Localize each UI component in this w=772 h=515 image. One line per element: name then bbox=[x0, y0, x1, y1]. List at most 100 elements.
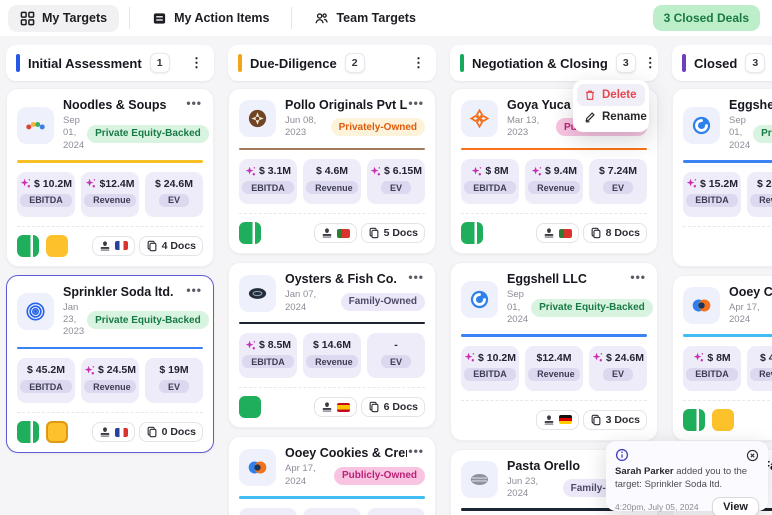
card-date: Mar 13, 2023 bbox=[507, 115, 540, 139]
card-menu-button[interactable]: ••• bbox=[630, 270, 646, 285]
metric-value: $ 45.2M bbox=[27, 364, 65, 377]
target-card[interactable]: Goya Yuca Pretzel ••• Mar 13, 2023 Publi… bbox=[450, 88, 658, 255]
metric-chip: $ 4.6M Revenue bbox=[303, 159, 361, 205]
metric-chip: $ 3.1M EBITDA bbox=[239, 507, 297, 515]
yellow-folder-icon bbox=[46, 421, 68, 444]
metric-chip: $ 24.6M EV bbox=[589, 345, 647, 391]
metrics-row: $ 15.2M EBITDA $ 24.5M Revenue EV bbox=[683, 171, 772, 217]
docs-pill[interactable]: 3 Docs bbox=[582, 409, 647, 430]
column-accent-bar bbox=[460, 54, 464, 72]
flag-fr-icon bbox=[114, 427, 128, 437]
card-menu-button[interactable]: ••• bbox=[408, 270, 424, 285]
stamp-icon bbox=[321, 401, 333, 413]
target-card[interactable]: Pollo Originals Pvt Ltd ••• Jun 08, 2023… bbox=[228, 88, 436, 255]
card-divider bbox=[239, 321, 425, 325]
metric-chip: $ 45.2M EBITDA bbox=[17, 358, 75, 404]
flag-pt-icon bbox=[558, 228, 572, 238]
metric-label: EV bbox=[158, 193, 189, 207]
column-menu-button[interactable]: ⋮ bbox=[190, 55, 204, 70]
menu-item-rename[interactable]: Rename bbox=[577, 106, 647, 128]
metric-label: EBITDA bbox=[242, 181, 294, 195]
target-card[interactable]: Ooey Cookies & Creme ••• Apr 17, 2024 $ … bbox=[672, 274, 772, 441]
documents-icon bbox=[146, 240, 158, 252]
target-card[interactable]: Noodles & Soups ••• Sep 01, 2024 Private… bbox=[6, 88, 214, 267]
card-footer: 4 Docs bbox=[17, 225, 203, 257]
card-date: Apr 17, 2024 bbox=[729, 301, 760, 325]
column-title: Closed bbox=[694, 55, 738, 71]
metrics-row: $ 8M EBITDA $ 9.4M Revenue $ 7.24M EV bbox=[461, 159, 647, 205]
toast-message: Sarah Parker added you to the target: Sp… bbox=[615, 466, 759, 492]
card-footer: 8 Docs bbox=[461, 213, 647, 245]
column-count-badge: 3 bbox=[615, 53, 636, 73]
owner-stamp-pill[interactable] bbox=[91, 235, 135, 256]
metric-chip: $12.4M Revenue bbox=[81, 171, 139, 217]
metric-value: $ 10.2M bbox=[463, 352, 517, 364]
metric-value: $ 14.6M bbox=[313, 339, 351, 352]
ownership-badge: Private Equity-Backed bbox=[753, 124, 772, 143]
column-1: Due-Diligence 2 ⋮ Pollo Originals Pvt Lt… bbox=[228, 45, 436, 515]
metric-chip: $ 24.5M Revenue bbox=[747, 171, 772, 217]
owner-stamp-pill[interactable] bbox=[91, 422, 135, 443]
tab-my-action-items[interactable]: My Action Items bbox=[140, 5, 281, 32]
docs-pill[interactable]: 4 Docs bbox=[138, 235, 203, 256]
docs-pill[interactable]: 0 Docs bbox=[138, 422, 203, 443]
sparkle-icon bbox=[20, 178, 31, 189]
docs-pill[interactable]: 8 Docs bbox=[582, 223, 647, 244]
card-divider bbox=[461, 147, 647, 151]
target-card[interactable]: Ooey Cookies & Creme ••• Apr 17, 2024 Pu… bbox=[228, 436, 436, 515]
card-date: Apr 17, 2024 bbox=[285, 463, 316, 487]
menu-item-delete[interactable]: Delete bbox=[577, 84, 645, 106]
close-icon[interactable] bbox=[746, 449, 759, 462]
metric-value: $ 4.6M bbox=[759, 351, 772, 364]
metric-value: $ 24.5M bbox=[83, 364, 137, 376]
metrics-row: $ 8.5M EBITDA $ 14.6M Revenue - EV bbox=[239, 333, 425, 379]
metric-value: $12.4M bbox=[536, 351, 572, 364]
metric-label: EBITDA bbox=[686, 193, 738, 207]
metric-chip: $ 10.2M EBITDA bbox=[461, 345, 519, 391]
card-title: Pasta Orello bbox=[507, 458, 580, 473]
metric-chip: $ 7.24M EV bbox=[589, 159, 647, 205]
metric-label: Revenue bbox=[750, 367, 772, 381]
target-card[interactable]: Eggshell LLC ••• Sep 01, 2024 Private Eq… bbox=[450, 262, 658, 441]
tag-icons bbox=[17, 421, 68, 444]
metric-chip: $12.4M Revenue bbox=[525, 345, 583, 391]
metric-value: $ 24.6M bbox=[591, 352, 645, 364]
column-header: Closed 3 ⋮ bbox=[672, 45, 772, 81]
metric-chip: $ 15.2M EBITDA bbox=[683, 171, 741, 217]
goya-logo bbox=[461, 100, 498, 138]
target-card[interactable]: Sprinkler Soda ltd. ••• Jan 23, 2023 Pri… bbox=[6, 274, 214, 454]
card-menu-button[interactable]: ••• bbox=[408, 444, 424, 459]
card-menu-button[interactable]: ••• bbox=[186, 96, 202, 110]
column-menu-button[interactable]: ⋮ bbox=[643, 55, 658, 70]
docs-pill[interactable]: 5 Docs bbox=[360, 223, 425, 244]
flag-de-icon bbox=[558, 415, 572, 425]
ownership-badge: Publicly-Owned bbox=[333, 466, 425, 485]
owner-stamp-pill[interactable] bbox=[313, 397, 357, 418]
metric-value: $ 8M bbox=[463, 165, 517, 177]
owner-stamp-pill[interactable] bbox=[313, 223, 357, 244]
sparkle-icon bbox=[370, 166, 381, 177]
ownership-badge: Privately-Owned bbox=[330, 118, 425, 137]
owner-stamp-pill[interactable] bbox=[535, 409, 579, 430]
card-title: Pollo Originals Pvt Ltd bbox=[285, 98, 408, 112]
column-title: Initial Assessment bbox=[28, 55, 142, 71]
metric-chip: $ 8.5M EBITDA bbox=[239, 333, 297, 379]
menu-item-label: Rename bbox=[602, 111, 647, 123]
card-menu-button[interactable]: ••• bbox=[186, 282, 202, 297]
tag-icons bbox=[239, 222, 261, 245]
card-divider bbox=[17, 346, 203, 350]
docs-pill[interactable]: 6 Docs bbox=[360, 397, 425, 418]
metric-value: $ 10.2M bbox=[19, 178, 73, 190]
ownership-badge: Private Equity-Backed bbox=[87, 311, 209, 330]
tab-team-targets[interactable]: Team Targets bbox=[302, 5, 427, 32]
column-menu-button[interactable]: ⋮ bbox=[412, 55, 426, 70]
closed-deals-badge[interactable]: 3 Closed Deals bbox=[652, 5, 760, 31]
owner-stamp-pill[interactable] bbox=[535, 223, 579, 244]
card-divider bbox=[461, 334, 647, 337]
target-card[interactable]: Oysters & Fish Co. ••• Jan 07, 2024 Fami… bbox=[228, 262, 436, 429]
tab-my-targets[interactable]: My Targets bbox=[8, 4, 120, 32]
card-divider bbox=[683, 334, 772, 337]
target-card[interactable]: Eggshell LLC ••• Sep 01, 2024 Private Eq… bbox=[672, 88, 772, 267]
view-button[interactable]: View bbox=[712, 496, 759, 515]
card-menu-button[interactable]: ••• bbox=[408, 96, 424, 110]
